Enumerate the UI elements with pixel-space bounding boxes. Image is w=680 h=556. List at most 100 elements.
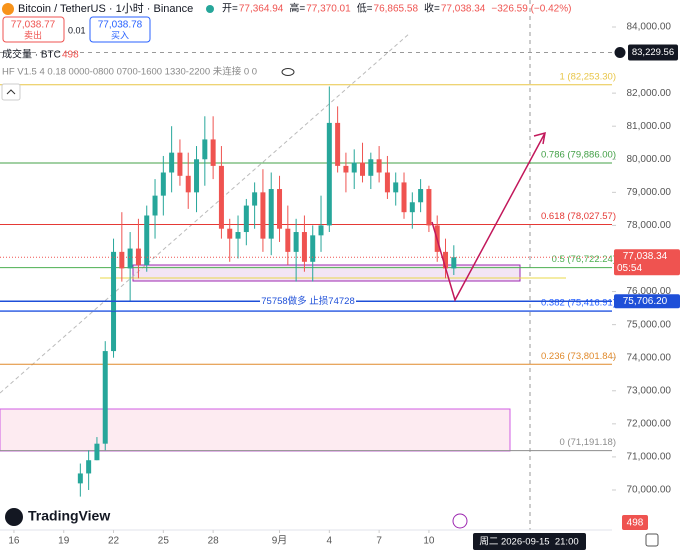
position-text-bg [260, 295, 356, 308]
buy-button[interactable] [89, 16, 151, 43]
candle-body [260, 192, 266, 239]
ohlc-label: 高= [289, 2, 305, 15]
candle-body [360, 162, 366, 176]
y-tick-label: 81,000.00 [627, 121, 672, 132]
y-tick-label: 71,000.00 [627, 452, 672, 463]
candle-body [285, 228, 291, 252]
sell-label: 卖出 [24, 29, 42, 40]
candle-body [227, 228, 233, 239]
fib-label: 0 (71,191.18) [559, 437, 616, 448]
candle-body [160, 172, 166, 196]
y-tick-label: 75,000.00 [627, 319, 672, 330]
candle-body [152, 195, 158, 216]
btc-icon [2, 3, 14, 15]
candle-body [301, 232, 307, 262]
last-price-tag [614, 249, 680, 276]
alert-icon[interactable] [452, 513, 468, 529]
candle-body [202, 139, 208, 160]
status-dot [206, 5, 214, 13]
ohlc-value: 77,370.01 [306, 4, 351, 15]
candle-body [218, 165, 224, 229]
candle-body [343, 165, 349, 173]
ohlc-label: 开= [222, 4, 238, 15]
candle-body [293, 232, 299, 252]
collapse-icon [6, 89, 16, 95]
candle-body [86, 460, 92, 474]
y-tick-label: 73,000.00 [627, 385, 672, 396]
crosshair-tag [628, 44, 678, 61]
sell-price: 77,038.77 [11, 20, 56, 31]
candle-body [77, 473, 83, 484]
x-tick-label: 22 [108, 536, 120, 547]
candle-body [194, 159, 200, 193]
ohlc-value: 76,865.58 [374, 4, 419, 15]
buy-price: 77,038.78 [98, 20, 143, 31]
eye-icon[interactable] [281, 68, 295, 76]
ohlc-value: 77,364.94 [239, 4, 284, 15]
change: −326.59 (−0.42%) [491, 4, 571, 15]
candle-body [268, 189, 274, 239]
candle-body [318, 225, 324, 236]
candle-body [210, 139, 216, 166]
candle-body [102, 351, 108, 444]
candle-body [426, 189, 432, 226]
indicator: HF V1.5 4 0.18 0000-0800 0700-1600 1330-… [2, 66, 257, 78]
candle-body [94, 443, 100, 461]
candle-body [335, 122, 341, 166]
arrow-head [533, 131, 546, 145]
spread: 0.01 [68, 25, 86, 35]
candle-body [277, 189, 283, 229]
y-tick-label: 76,000.00 [627, 286, 672, 297]
y-tick-label: 74,000.00 [627, 352, 672, 363]
candle-body [384, 172, 390, 193]
x-tick-label: 7 [376, 536, 382, 547]
ohlc-label: 收= [424, 2, 440, 15]
y-tick-label: 78,000.00 [627, 220, 672, 231]
candle-body [185, 175, 191, 193]
fib-label: 0.236 (73,801.84) [541, 351, 616, 362]
candle-body [235, 232, 241, 239]
x-tick-label: 4 [327, 536, 333, 547]
candle-body [351, 162, 357, 173]
order-zone [132, 264, 521, 282]
symbol: Bitcoin / TetherUS · 1小时 · Binance [18, 2, 193, 15]
forecast-arrow [431, 132, 546, 302]
x-tick-label: 19 [58, 536, 70, 547]
fib-label: 0.618 (78,027.57) [541, 211, 616, 222]
y-tick-label: 72,000.00 [627, 418, 672, 429]
x-tick-label: 16 [8, 536, 20, 547]
candle-body [376, 159, 382, 173]
candle-body [409, 202, 415, 213]
fib-label: 1 (82,253.30) [559, 71, 616, 82]
x-tick-label: 9月 [272, 535, 288, 547]
position-tag [614, 294, 680, 309]
candle-body [393, 182, 399, 193]
sell-button[interactable] [2, 16, 65, 43]
candle-body [326, 122, 332, 226]
y-tick-label: 80,000.00 [627, 154, 672, 165]
collapse-button[interactable] [1, 83, 21, 101]
volume-value: 498 [62, 50, 79, 61]
candle-body [127, 248, 133, 269]
last-price-text: 77,038.34 [623, 251, 668, 262]
x-tick-label: 25 [158, 536, 170, 547]
fib-label: 0.382 (75,416.91) [541, 297, 616, 308]
candle-body [443, 251, 449, 269]
x-tick-label: 28 [208, 536, 220, 547]
crosshair-time: 周二 2026-09-15 21:00 [479, 537, 578, 548]
candle-body [243, 205, 249, 233]
candle-body [368, 159, 374, 176]
y-tick-label: 79,000.00 [627, 187, 672, 198]
volume-label: 成交量 · BTC [2, 48, 61, 61]
candle-body [451, 257, 457, 269]
plus-icon [614, 46, 626, 58]
candle-body [401, 182, 407, 213]
demand-zone [0, 408, 511, 452]
settings-icon[interactable] [645, 533, 659, 547]
fib-label: 0.786 (79,886.00) [541, 150, 616, 161]
candle-body [418, 189, 424, 203]
y-tick-label: 84,000.00 [627, 22, 672, 33]
crosshair-price: 83,229.56 [632, 47, 674, 58]
ohlc-value: 77,038.34 [441, 4, 486, 15]
